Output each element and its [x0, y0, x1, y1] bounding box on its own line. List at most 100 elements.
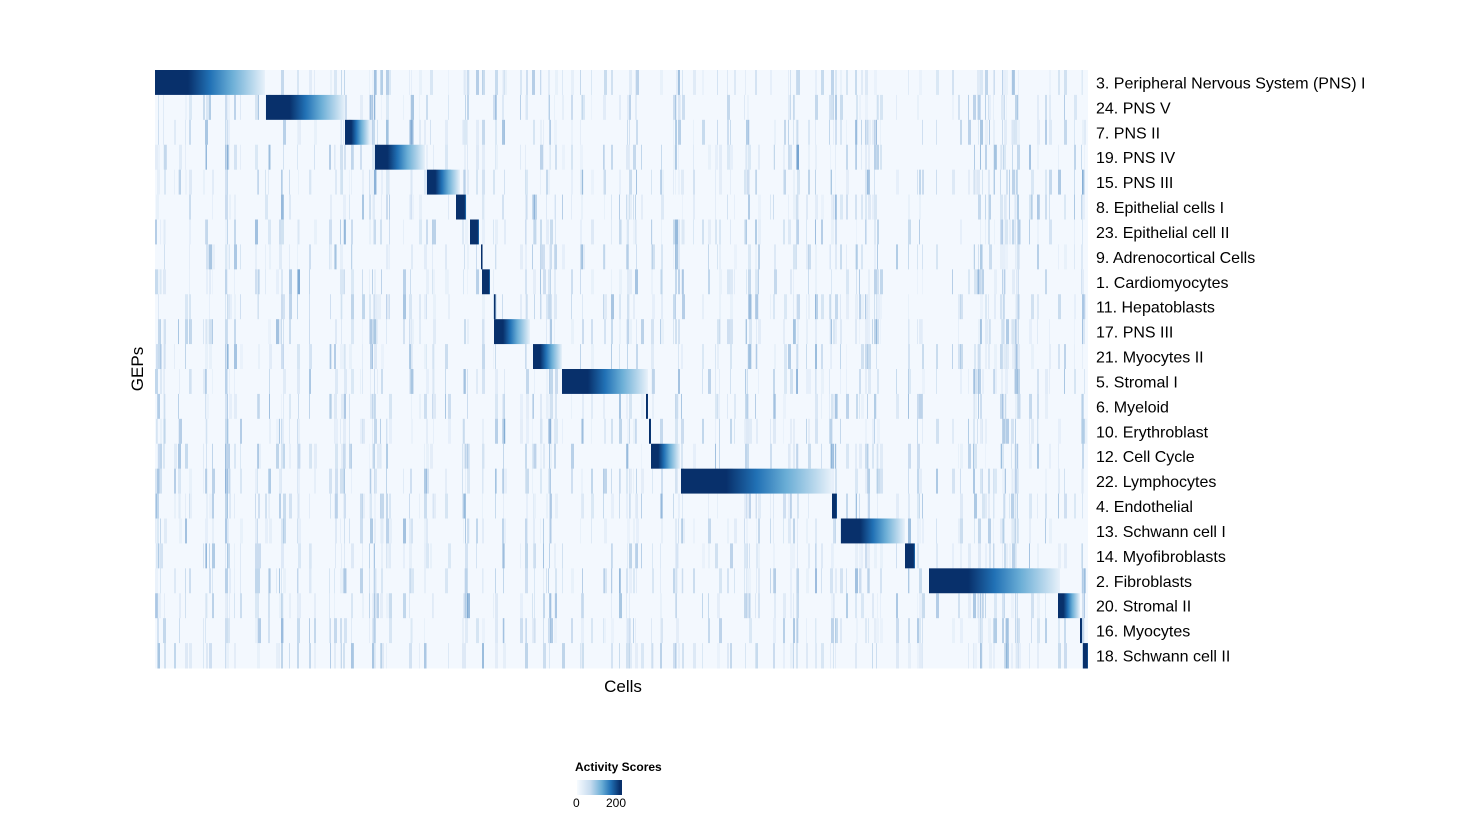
heatmap-cell — [1012, 543, 1015, 569]
heatmap-cell — [297, 70, 299, 96]
heatmap-cell — [340, 643, 341, 669]
heatmap-cell — [708, 369, 711, 395]
heatmap-cell — [1045, 169, 1047, 196]
heatmap-cell — [155, 269, 158, 295]
heatmap-high-block — [905, 543, 915, 569]
row-label: 11. Hepatoblasts — [1096, 300, 1215, 317]
heatmap-cell — [993, 144, 996, 171]
heatmap-cell — [330, 493, 331, 519]
heatmap-cell — [189, 119, 191, 146]
heatmap-cell — [257, 269, 259, 295]
heatmap-cell — [989, 194, 991, 220]
heatmap-cell — [411, 344, 413, 370]
heatmap-cell — [495, 618, 498, 644]
heatmap-cell — [796, 618, 797, 644]
heatmap-cell — [341, 70, 342, 96]
heatmap-cell — [189, 244, 190, 270]
heatmap-cell — [635, 418, 637, 445]
heatmap-cell — [351, 618, 352, 644]
heatmap-cell — [463, 70, 466, 96]
heatmap-cell — [179, 593, 181, 619]
heatmap-cell — [314, 144, 315, 171]
heatmap-cell — [719, 443, 720, 470]
heatmap-cell — [793, 244, 796, 270]
heatmap-cell — [476, 618, 479, 644]
heatmap-cell — [225, 144, 227, 171]
heatmap-cell — [936, 418, 939, 445]
heatmap-cell — [341, 393, 343, 420]
heatmap-cell — [796, 593, 799, 619]
heatmap-cell — [409, 568, 411, 594]
heatmap-cell — [922, 618, 923, 644]
heatmap-cell — [225, 169, 227, 196]
heatmap-cell — [206, 244, 209, 270]
heatmap-cell — [796, 568, 797, 594]
heatmap-cell — [419, 393, 421, 420]
heatmap-cell — [603, 468, 604, 495]
heatmap-cell — [409, 643, 412, 669]
heatmap-cell — [980, 319, 982, 345]
heatmap-cell — [730, 543, 733, 569]
heatmap-cell — [164, 643, 166, 669]
heatmap-cell — [952, 269, 953, 295]
heatmap-cell — [652, 369, 655, 395]
heatmap-cell — [985, 418, 987, 445]
heatmap-cell — [424, 443, 425, 470]
heatmap-cell — [749, 493, 751, 519]
heatmap-cell — [880, 294, 882, 320]
heatmap-cell — [257, 169, 259, 196]
heatmap-cell — [157, 393, 160, 420]
heatmap-cell — [549, 518, 552, 544]
heatmap-cell — [555, 493, 558, 519]
heatmap-cell — [1015, 493, 1017, 519]
heatmap-cell — [1058, 70, 1060, 96]
heatmap-cell — [463, 418, 465, 445]
heatmap-high-block — [427, 169, 460, 196]
heatmap-cell — [908, 244, 909, 270]
heatmap-cell — [1018, 319, 1019, 345]
heatmap-cell — [281, 194, 284, 220]
heatmap-cell — [467, 468, 470, 495]
heatmap-cell — [482, 468, 483, 495]
heatmap-cell — [370, 393, 373, 420]
heatmap-cell — [758, 219, 761, 245]
heatmap-cell — [796, 443, 799, 470]
heatmap-cell — [922, 393, 923, 420]
heatmap-cell — [734, 568, 735, 594]
heatmap-cell — [386, 194, 388, 220]
heatmap-cell — [917, 169, 918, 196]
heatmap-cell — [880, 319, 881, 345]
heatmap-cell — [796, 144, 799, 171]
heatmap-cell — [158, 344, 161, 370]
heatmap-cell — [678, 244, 680, 270]
heatmap-cell — [205, 393, 206, 420]
heatmap-cell — [835, 194, 836, 220]
heatmap-cell — [681, 393, 682, 420]
heatmap-cell — [958, 344, 961, 370]
heatmap-cell — [980, 319, 982, 345]
heatmap-cell — [619, 169, 621, 196]
heatmap-cell — [1031, 443, 1032, 470]
heatmap-high-block — [646, 393, 648, 420]
heatmap-cell — [793, 194, 796, 220]
heatmap-cell — [880, 144, 882, 171]
heatmap-cell — [846, 344, 847, 370]
heatmap-cell — [234, 393, 237, 420]
heatmap-cell — [747, 344, 749, 370]
heatmap-cell — [681, 269, 683, 295]
heatmap-cell — [831, 219, 834, 245]
heatmap-cell — [917, 319, 918, 345]
heatmap-cell — [229, 144, 230, 171]
heatmap-cell — [627, 319, 629, 345]
heatmap-cell — [1082, 219, 1083, 245]
heatmap-cell — [980, 393, 982, 420]
heatmap-cell — [1017, 244, 1020, 270]
heatmap-cell — [978, 269, 981, 295]
heatmap-cell — [203, 94, 205, 121]
heatmap-cell — [426, 418, 428, 445]
heatmap-cell — [362, 543, 363, 569]
heatmap-cell — [1015, 468, 1017, 495]
heatmap-cell — [386, 543, 387, 569]
heatmap-cell — [770, 418, 771, 445]
heatmap-cell — [719, 294, 721, 320]
